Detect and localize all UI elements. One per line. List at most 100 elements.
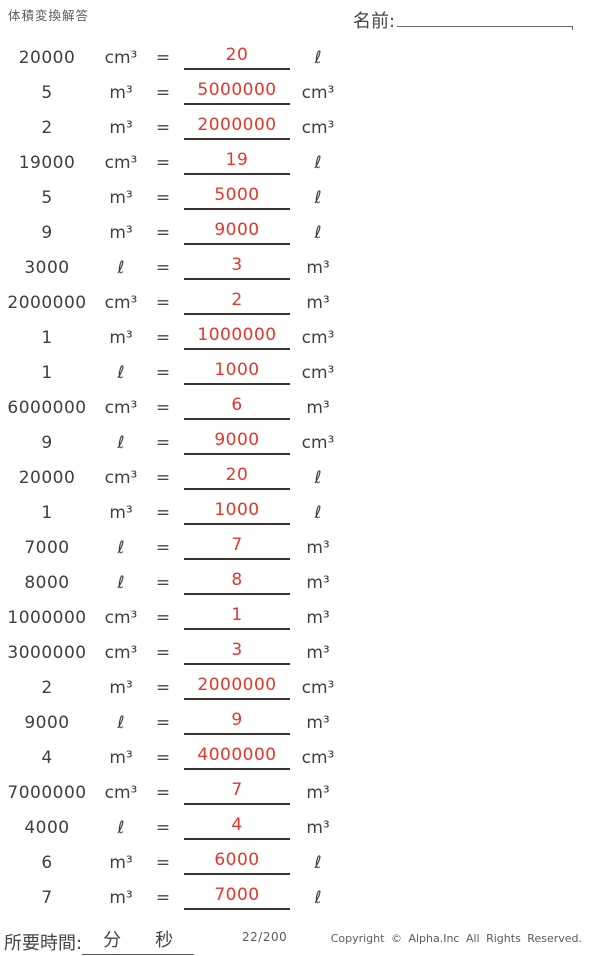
answer-unit: m³ <box>306 607 330 628</box>
given-value: 3000 <box>24 257 70 278</box>
given-value: 7000000 <box>7 782 87 803</box>
answer-blank: 3 <box>184 255 290 280</box>
answer-unit: ℓ <box>314 852 322 873</box>
answer-value: 9000 <box>214 220 260 240</box>
given-unit: cm³ <box>104 397 138 418</box>
given-value: 9000 <box>24 712 70 733</box>
answer-unit: ℓ <box>314 887 322 908</box>
minutes-label: 分 <box>103 930 122 951</box>
answer-value: 2 <box>231 290 243 310</box>
given-unit: ℓ <box>117 257 125 278</box>
answer-unit: cm³ <box>301 82 335 103</box>
given-value: 4000 <box>24 817 70 838</box>
problem-row: 19000 cm³ = 19 ℓ <box>0 145 600 180</box>
answer-value: 1000 <box>214 360 260 380</box>
answer-blank: 4000000 <box>184 745 290 770</box>
answer-value: 3 <box>231 640 243 660</box>
answer-blank: 5000 <box>184 185 290 210</box>
given-unit: m³ <box>109 887 133 908</box>
answer-blank: 1000000 <box>184 325 290 350</box>
answer-value: 3 <box>231 255 243 275</box>
problem-row: 9000 ℓ = 9 m³ <box>0 705 600 740</box>
given-unit: m³ <box>109 187 133 208</box>
given-value: 3000000 <box>7 642 87 663</box>
problem-row: 20000 cm³ = 20 ℓ <box>0 460 600 495</box>
answer-unit: ℓ <box>314 502 322 523</box>
given-unit: m³ <box>109 852 133 873</box>
answer-unit: m³ <box>306 257 330 278</box>
time-input-line[interactable]: 分秒 <box>82 926 195 955</box>
equals-sign: = <box>155 747 171 768</box>
equals-sign: = <box>155 152 171 173</box>
answer-unit: cm³ <box>301 677 335 698</box>
problem-row: 7000 ℓ = 7 m³ <box>0 530 600 565</box>
given-unit: cm³ <box>104 782 138 803</box>
answer-blank: 6000 <box>184 850 290 875</box>
page-title: 体積変換解答 <box>8 8 90 23</box>
problem-row: 6000000 cm³ = 6 m³ <box>0 390 600 425</box>
answer-blank: 2000000 <box>184 115 290 140</box>
given-value: 19000 <box>18 152 76 173</box>
problem-row: 7 m³ = 7000 ℓ <box>0 880 600 915</box>
problem-row: 6 m³ = 6000 ℓ <box>0 845 600 880</box>
given-unit: m³ <box>109 747 133 768</box>
equals-sign: = <box>155 47 171 68</box>
problem-row: 5 m³ = 5000 ℓ <box>0 180 600 215</box>
given-value: 1 <box>41 502 53 523</box>
equals-sign: = <box>155 362 171 383</box>
given-value: 9 <box>41 222 53 243</box>
problem-row: 5 m³ = 5000000 cm³ <box>0 75 600 110</box>
given-unit: m³ <box>109 502 133 523</box>
problem-row: 3000 ℓ = 3 m³ <box>0 250 600 285</box>
answer-blank: 9 <box>184 710 290 735</box>
given-value: 6 <box>41 852 53 873</box>
equals-sign: = <box>155 82 171 103</box>
given-unit: ℓ <box>117 817 125 838</box>
given-value: 7000 <box>24 537 70 558</box>
answer-blank: 3 <box>184 640 290 665</box>
answer-unit: m³ <box>306 782 330 803</box>
answer-unit: cm³ <box>301 362 335 383</box>
answer-blank: 6 <box>184 395 290 420</box>
answer-value: 2000000 <box>197 115 277 135</box>
given-value: 6000000 <box>7 397 87 418</box>
answer-value: 8 <box>231 570 243 590</box>
problem-row: 1 ℓ = 1000 cm³ <box>0 355 600 390</box>
answer-blank: 2000000 <box>184 675 290 700</box>
answer-blank: 1 <box>184 605 290 630</box>
given-value: 8000 <box>24 572 70 593</box>
equals-sign: = <box>155 467 171 488</box>
answer-blank: 5000000 <box>184 80 290 105</box>
answer-unit: m³ <box>306 397 330 418</box>
given-value: 2000000 <box>7 292 87 313</box>
copyright: Copyright © Alpha.Inc All Rights Reserve… <box>330 932 582 945</box>
problem-list: 20000 cm³ = 20 ℓ 5 m³ = 5000000 cm³ 2 m³… <box>0 40 600 915</box>
problem-row: 1 m³ = 1000000 cm³ <box>0 320 600 355</box>
name-label: 名前: <box>353 11 396 32</box>
answer-value: 5000 <box>214 185 260 205</box>
name-field: 名前: <box>353 7 574 33</box>
answer-value: 7000 <box>214 885 260 905</box>
answer-blank: 1000 <box>184 500 290 525</box>
equals-sign: = <box>155 607 171 628</box>
equals-sign: = <box>155 187 171 208</box>
answer-value: 19 <box>225 150 249 170</box>
answer-unit: cm³ <box>301 327 335 348</box>
answer-blank: 9000 <box>184 430 290 455</box>
name-input-line[interactable] <box>397 21 574 30</box>
given-value: 1000000 <box>7 607 87 628</box>
given-unit: cm³ <box>104 47 138 68</box>
given-value: 20000 <box>18 467 76 488</box>
answer-blank: 19 <box>184 150 290 175</box>
seconds-label: 秒 <box>155 930 174 951</box>
given-unit: ℓ <box>117 572 125 593</box>
problem-row: 8000 ℓ = 8 m³ <box>0 565 600 600</box>
answer-value: 5000000 <box>197 80 277 100</box>
equals-sign: = <box>155 782 171 803</box>
answer-unit: ℓ <box>314 222 322 243</box>
answer-value: 1 <box>231 605 243 625</box>
problem-row: 1 m³ = 1000 ℓ <box>0 495 600 530</box>
problem-row: 3000000 cm³ = 3 m³ <box>0 635 600 670</box>
given-value: 5 <box>41 82 53 103</box>
